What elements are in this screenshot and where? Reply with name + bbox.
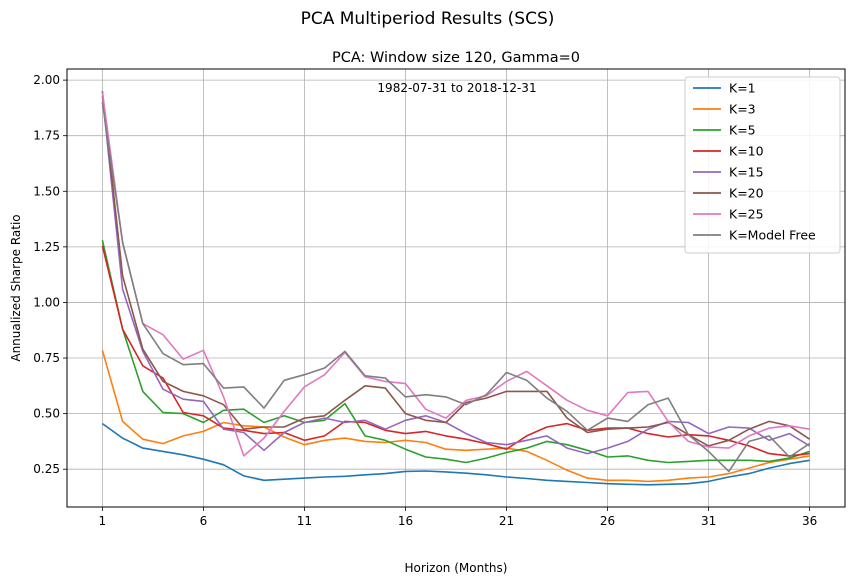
series-lines bbox=[101, 91, 811, 486]
x-axis-label: Horizon (Months) bbox=[405, 561, 508, 575]
y-tick-label: 1.25 bbox=[33, 240, 60, 254]
legend-label: K=3 bbox=[729, 102, 756, 117]
y-tick-label: 0.25 bbox=[33, 462, 60, 476]
legend-label: K=20 bbox=[729, 186, 764, 201]
series-line-k-15 bbox=[101, 95, 811, 455]
axis-ticks: 1 6 11 16 21 26 31 360.250.500.751.001.251.501.… bbox=[33, 73, 817, 528]
y-axis-label: Annualized Sharpe Ratio bbox=[9, 214, 23, 361]
x-tick-label: 1 bbox=[99, 514, 107, 528]
series-line-k-model-free bbox=[101, 102, 811, 473]
legend-box bbox=[684, 76, 841, 254]
x-tick-label: 36 bbox=[802, 514, 817, 528]
legend-entry-k-20: K=20 bbox=[693, 186, 764, 201]
x-tick-label: 6 bbox=[200, 514, 208, 528]
legend-label: K=15 bbox=[729, 165, 764, 180]
legend-entry-k-5: K=5 bbox=[693, 123, 756, 138]
x-tick-label: 26 bbox=[600, 514, 615, 528]
chart-title: PCA: Window size 120, Gamma=0 bbox=[332, 50, 580, 66]
y-tick-label: 1.50 bbox=[33, 184, 60, 198]
series-line-k-5 bbox=[101, 240, 810, 464]
figure-suptitle: PCA Multiperiod Results (SCS) bbox=[301, 9, 555, 29]
legend: K=1 K=3 K=5 K=10 K=15 K=20 K=25 K=Model Free bbox=[684, 76, 841, 254]
y-tick-label: 0.75 bbox=[33, 351, 60, 365]
legend-label: K=Model Free bbox=[729, 228, 816, 243]
series-line-k-1 bbox=[101, 422, 810, 486]
x-tick-label: 21 bbox=[499, 514, 514, 528]
legend-entry-k-10: K=10 bbox=[693, 144, 764, 159]
legend-entry-k-1: K=1 bbox=[693, 81, 756, 96]
legend-label: K=1 bbox=[729, 81, 756, 96]
x-tick-label: 11 bbox=[297, 514, 312, 528]
series-line-k-10 bbox=[101, 245, 810, 457]
series-line-k-25 bbox=[101, 92, 810, 457]
x-tick-label: 31 bbox=[701, 514, 716, 528]
x-tick-label: 16 bbox=[398, 514, 413, 528]
legend-label: K=5 bbox=[729, 123, 756, 138]
legend-label: K=10 bbox=[729, 144, 764, 159]
y-tick-label: 1.75 bbox=[33, 129, 60, 143]
legend-label: K=25 bbox=[729, 207, 764, 222]
legend-entry-k-3: K=3 bbox=[693, 102, 756, 117]
legend-entry-k-15: K=15 bbox=[693, 165, 764, 180]
y-tick-label: 0.50 bbox=[33, 407, 60, 421]
date-range-annotation: 1982-07-31 to 2018-12-31 bbox=[377, 81, 536, 95]
legend-entry-k-model-free: K=Model Free bbox=[693, 228, 816, 243]
y-tick-label: 2.00 bbox=[33, 73, 60, 87]
legend-entry-k-25: K=25 bbox=[693, 207, 764, 222]
plot-frame bbox=[66, 68, 846, 508]
y-tick-label: 1.00 bbox=[33, 295, 60, 309]
